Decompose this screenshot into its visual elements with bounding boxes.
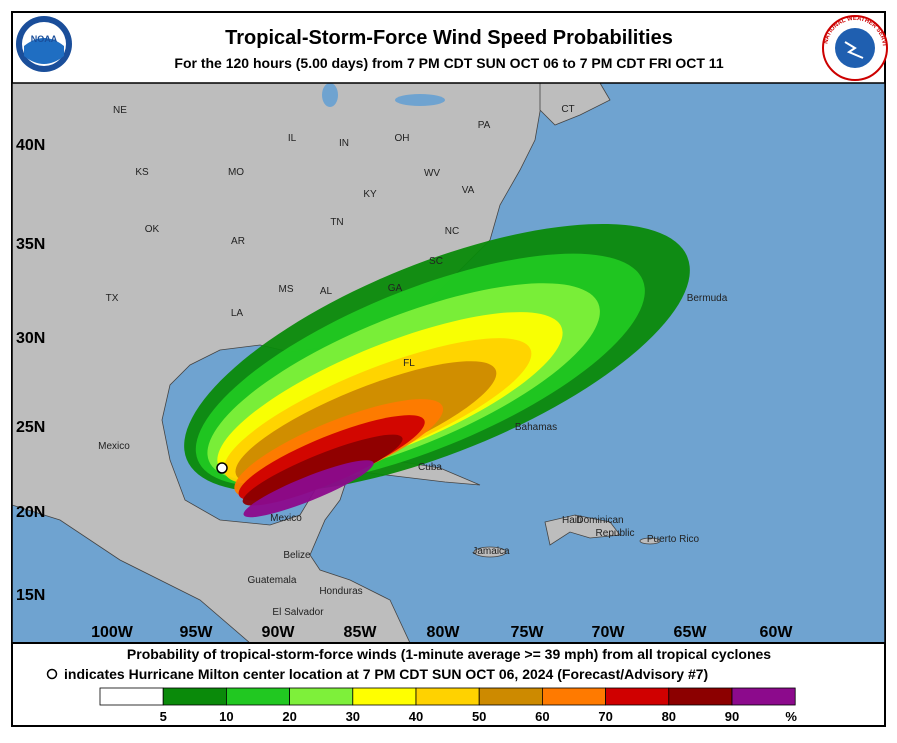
place-label: MO bbox=[228, 167, 244, 178]
noaa-text: NOAA bbox=[31, 34, 58, 44]
legend-label: 40 bbox=[409, 709, 423, 724]
legend-swatch bbox=[415, 687, 480, 706]
place-label: KY bbox=[363, 189, 377, 200]
place-label: GA bbox=[388, 283, 403, 294]
lat-label: 30N bbox=[16, 330, 45, 347]
legend-swatch bbox=[731, 687, 796, 706]
place-label: Cuba bbox=[418, 462, 442, 473]
legend-swatch bbox=[162, 687, 227, 706]
footer-line2: indicates Hurricane Milton center locati… bbox=[64, 666, 708, 682]
legend-label: 30 bbox=[346, 709, 360, 724]
storm-symbol bbox=[46, 668, 58, 680]
lon-label: 60W bbox=[760, 624, 794, 641]
legend-label: 50 bbox=[472, 709, 486, 724]
lat-label: 15N bbox=[16, 587, 45, 604]
place-label: Honduras bbox=[319, 586, 362, 597]
place-label: PA bbox=[478, 120, 491, 131]
noaa-logo: NOAA bbox=[16, 16, 72, 72]
legend-swatch bbox=[605, 687, 670, 706]
place-label: El Salvador bbox=[272, 607, 324, 618]
legend-label: 5 bbox=[160, 709, 167, 724]
place-label: Dominican bbox=[576, 515, 623, 526]
place-label: WV bbox=[424, 168, 440, 179]
lon-label: 95W bbox=[180, 624, 214, 641]
place-label: Bahamas bbox=[515, 422, 557, 433]
place-label: IL bbox=[288, 133, 297, 144]
place-label: TN bbox=[330, 217, 343, 228]
place-label: CT bbox=[561, 104, 574, 115]
place-label: OH bbox=[395, 133, 410, 144]
lat-label: 40N bbox=[16, 137, 45, 154]
map: NE IL IN OH PA CT KS MO WV VA KY OK AR TN NC SC TX MS AL GA… bbox=[12, 83, 885, 643]
lon-label: 85W bbox=[344, 624, 378, 641]
legend-label: 60 bbox=[535, 709, 549, 724]
lon-label: 80W bbox=[427, 624, 461, 641]
place-label: AL bbox=[320, 286, 333, 297]
lon-label: 70W bbox=[592, 624, 626, 641]
legend-swatch bbox=[225, 687, 290, 706]
legend-swatch bbox=[668, 687, 733, 706]
lat-label: 35N bbox=[16, 236, 45, 253]
place-label: AR bbox=[231, 236, 245, 247]
place-label: Guatemala bbox=[248, 575, 297, 586]
place-label: NE bbox=[113, 105, 127, 116]
place-label: Republic bbox=[596, 528, 635, 539]
lon-label: 100W bbox=[91, 624, 134, 641]
footer-line1: Probability of tropical-storm-force wind… bbox=[127, 646, 771, 662]
legend-label: 70 bbox=[598, 709, 612, 724]
place-label: Jamaica bbox=[472, 546, 510, 557]
legend-swatch bbox=[99, 687, 164, 706]
probability-swath bbox=[243, 460, 374, 518]
legend-label: 10 bbox=[219, 709, 233, 724]
place-label: KS bbox=[135, 167, 149, 178]
legend-swatch bbox=[352, 687, 417, 706]
lon-label: 75W bbox=[511, 624, 545, 641]
place-label: TX bbox=[106, 293, 119, 304]
place-label: OK bbox=[145, 224, 160, 235]
lat-label: 20N bbox=[16, 504, 45, 521]
place-label: Bermuda bbox=[687, 293, 728, 304]
place-label: SC bbox=[429, 256, 443, 267]
lon-label: 90W bbox=[262, 624, 296, 641]
place-label: Haiti bbox=[562, 515, 582, 526]
legend-swatch bbox=[542, 687, 607, 706]
subtitle: For the 120 hours (5.00 days) from 7 PM … bbox=[174, 55, 723, 71]
legend-label: 90 bbox=[725, 709, 739, 724]
place-label: LA bbox=[231, 308, 244, 319]
legend-swatch bbox=[478, 687, 543, 706]
place-label: Mexico bbox=[98, 441, 130, 452]
place-label: FL bbox=[403, 358, 415, 369]
place-label: Mexico bbox=[270, 513, 302, 524]
legend-label: 80 bbox=[662, 709, 676, 724]
place-label: IN bbox=[339, 138, 349, 149]
place-label: Belize bbox=[283, 550, 311, 561]
legend-unit: % bbox=[785, 709, 797, 724]
place-label: VA bbox=[462, 185, 475, 196]
storm-center bbox=[216, 462, 228, 474]
place-label: MS bbox=[279, 284, 294, 295]
lat-label: 25N bbox=[16, 419, 45, 436]
place-label: NC bbox=[445, 226, 459, 237]
legend-label: 20 bbox=[282, 709, 296, 724]
lon-label: 65W bbox=[674, 624, 708, 641]
legend-swatch bbox=[289, 687, 354, 706]
title: Tropical-Storm-Force Wind Speed Probabil… bbox=[225, 27, 673, 49]
place-label: Puerto Rico bbox=[647, 534, 700, 545]
